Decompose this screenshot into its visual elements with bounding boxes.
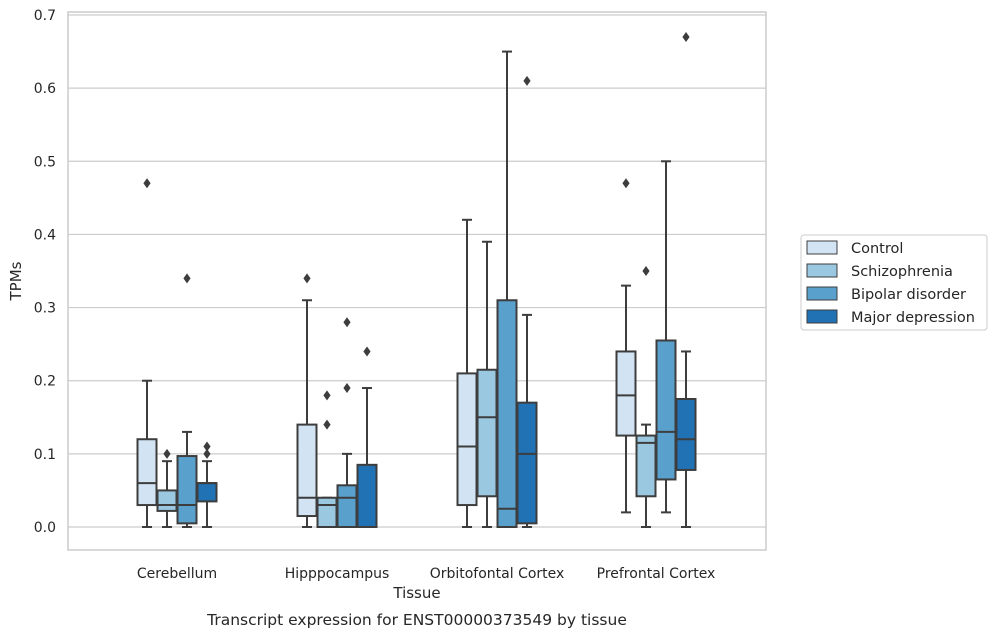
- x-tick-label: Orbitofontal Cortex: [430, 566, 565, 582]
- outlier-point: [343, 317, 351, 328]
- y-tick-label: 0.6: [34, 81, 56, 97]
- y-tick-label: 0.7: [34, 8, 56, 24]
- outlier-point: [343, 383, 351, 394]
- box-group: [496, 50, 518, 528]
- boxes-layer: [136, 31, 697, 529]
- box-group: [655, 160, 677, 514]
- outlier-point: [682, 31, 690, 42]
- y-tick-label: 0.3: [34, 301, 56, 317]
- legend-swatch: [806, 240, 838, 255]
- x-tick-label: Prefrontal Cortex: [597, 566, 716, 582]
- box-group: [196, 441, 218, 528]
- y-tick-label: 0.1: [34, 447, 56, 463]
- outlier-point: [363, 346, 371, 357]
- box-iqr: [356, 463, 378, 529]
- y-tick-label: 0.2: [34, 374, 56, 390]
- y-tick-label: 0.0: [34, 520, 56, 536]
- x-tick-label: Cerebellum: [137, 566, 217, 582]
- outlier-point: [203, 441, 211, 452]
- box-iqr: [136, 438, 158, 507]
- outlier-point: [303, 273, 311, 284]
- x-axis-ticks: Cerebellum Hipppocampus Orbitofontal Corte…: [137, 566, 715, 582]
- legend-swatch: [806, 309, 838, 324]
- legend: Control Schizophrenia Bipolar disorder Majo…: [800, 234, 988, 331]
- box-iqr: [476, 368, 498, 498]
- y-axis-ticks: 0.0 0.1 0.2 0.3 0.4 0.5 0.6 0.7: [34, 8, 56, 536]
- outlier-point: [622, 178, 630, 189]
- legend-label: Control: [851, 241, 903, 257]
- box-group: [136, 178, 158, 528]
- box-iqr: [516, 401, 538, 525]
- box-iqr: [675, 398, 697, 471]
- legend-label: Schizophrenia: [851, 264, 953, 280]
- outlier-point: [323, 390, 331, 401]
- box-iqr: [196, 482, 218, 503]
- box-iqr: [296, 423, 318, 518]
- legend-frame: [800, 234, 988, 331]
- y-axis-label: TPMs: [7, 261, 25, 301]
- box-group: [336, 317, 358, 528]
- plot-frame: [67, 11, 767, 551]
- box-iqr: [655, 339, 677, 481]
- box-iqr: [176, 455, 198, 525]
- box-group: [615, 178, 637, 514]
- box-group: [356, 346, 378, 529]
- box-iqr: [496, 299, 518, 528]
- legend-swatch: [806, 263, 838, 278]
- chart-title: Transcript expression for ENST0000037354…: [206, 611, 627, 629]
- legend-label: Bipolar disorder: [851, 287, 966, 303]
- box-group: [296, 273, 318, 528]
- box-group: [516, 75, 538, 528]
- box-iqr: [156, 489, 178, 512]
- outlier-point: [523, 75, 531, 86]
- box-iqr: [615, 350, 637, 437]
- x-tick-label: Hipppocampus: [285, 566, 390, 582]
- x-axis-label: Tissue: [392, 584, 440, 602]
- outlier-point: [642, 266, 650, 276]
- outlier-point: [143, 178, 151, 189]
- box-group: [675, 31, 697, 528]
- outlier-point: [323, 419, 331, 430]
- box-iqr: [316, 496, 338, 529]
- outlier-point: [163, 448, 171, 459]
- outlier-point: [183, 273, 191, 284]
- box-group: [635, 266, 657, 528]
- box-group: [156, 448, 178, 528]
- legend-label: Major depression: [851, 310, 975, 326]
- box-iqr: [635, 434, 657, 498]
- y-tick-label: 0.4: [34, 227, 56, 243]
- y-tick-label: 0.5: [34, 154, 56, 170]
- legend-swatch: [806, 286, 838, 301]
- box-iqr: [336, 484, 358, 528]
- box-iqr: [456, 372, 478, 507]
- outlier-point: [203, 448, 211, 459]
